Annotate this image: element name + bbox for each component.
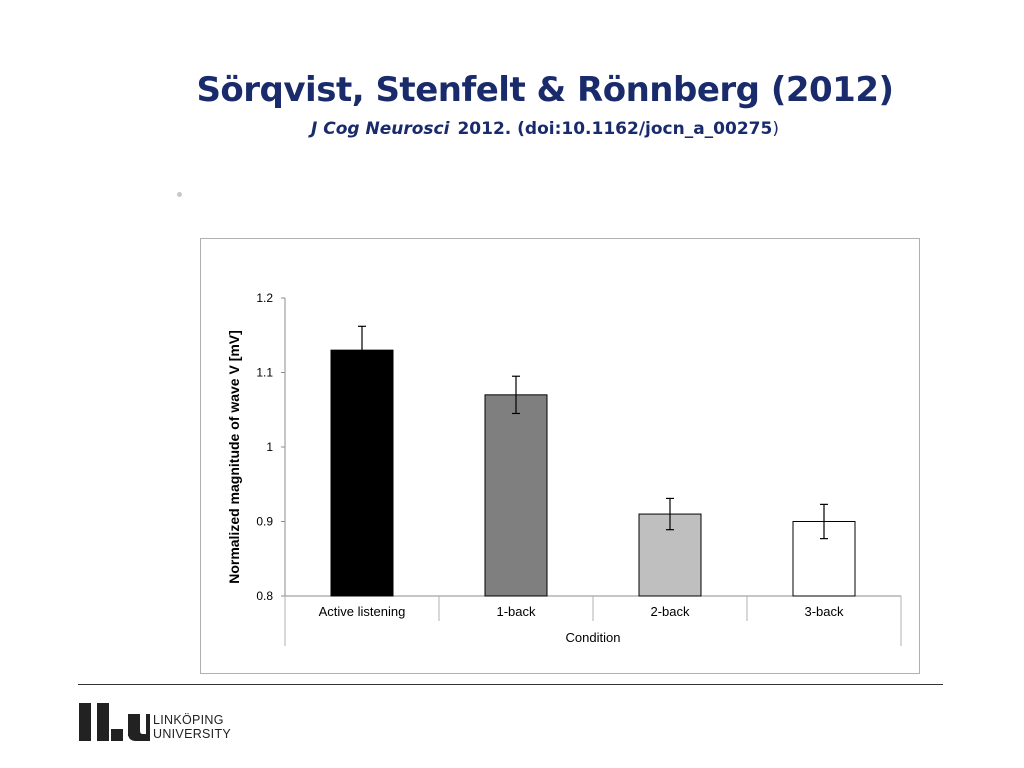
liu-logo: LINKÖPING UNIVERSITY xyxy=(78,700,278,750)
bar-0 xyxy=(330,349,394,597)
logo-wordmark: LINKÖPING UNIVERSITY xyxy=(153,713,231,741)
citation-close: ) xyxy=(772,119,779,139)
bullet-point xyxy=(177,192,182,197)
x-tick-label: 2-back xyxy=(650,604,690,619)
x-tick-label: 3-back xyxy=(804,604,844,619)
y-tick-label: 1.2 xyxy=(256,291,273,305)
y-tick-label: 0.8 xyxy=(256,589,273,603)
citation-doi: 2012. (doi:10.1162/jocn_a_00275 xyxy=(457,119,773,139)
journal-name: J Cog Neurosci xyxy=(311,119,450,139)
bar-chart: 0.8 0.9 1 1.1 1.2 Active listening 1-back 2-bac… xyxy=(200,238,920,674)
footer-divider xyxy=(78,684,943,685)
slide-citation: J Cog Neurosci 2012. (doi:10.1162/jocn_a_… xyxy=(0,119,1024,139)
logo-line-2: UNIVERSITY xyxy=(153,727,232,741)
x-tick-label: 1-back xyxy=(496,604,536,619)
y-tick-label: 1 xyxy=(266,440,273,454)
y-axis-title: Normalized magnitude of wave V [mV] xyxy=(226,330,242,584)
y-tick-label: 1.1 xyxy=(256,366,273,380)
bar-1 xyxy=(484,394,548,597)
liu-logo-icon xyxy=(79,703,150,741)
bar-chart-svg: 0.8 0.9 1 1.1 1.2 Active listening 1-back 2-bac… xyxy=(226,291,902,646)
x-tick-label: Active listening xyxy=(319,604,406,619)
slide-title: Sörqvist, Stenfelt & Rönnberg (2012) xyxy=(196,70,894,110)
y-tick-label: 0.9 xyxy=(256,515,273,529)
logo-line-1: LINKÖPING xyxy=(153,713,224,727)
x-axis-title: Condition xyxy=(566,630,621,645)
